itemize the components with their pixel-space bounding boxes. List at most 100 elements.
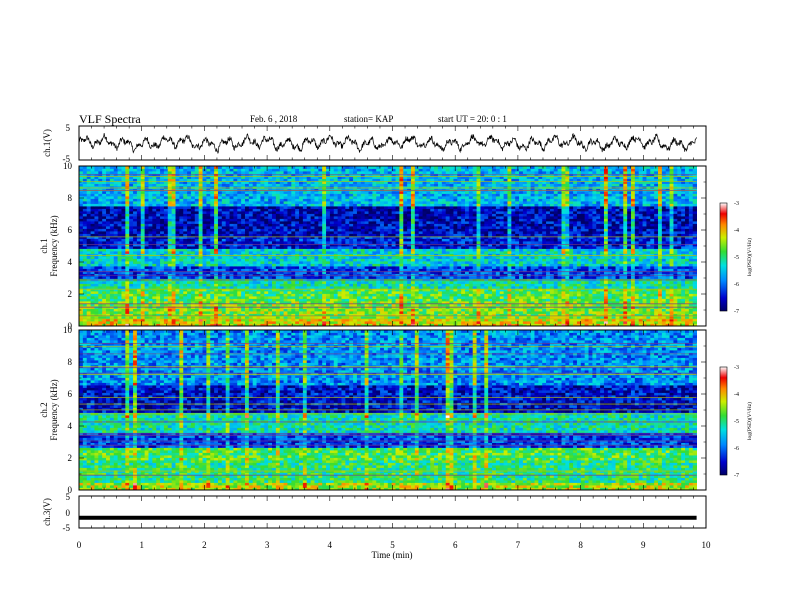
spectrogram-cell — [90, 263, 95, 267]
spectrogram-cell — [117, 286, 122, 289]
spectrogram-cell — [364, 288, 369, 292]
spectrogram-cell — [198, 283, 203, 287]
spectrogram-cell — [136, 296, 142, 299]
spectrogram-cell — [515, 313, 520, 317]
spectrogram-cell — [403, 323, 408, 327]
spectrogram-cell — [596, 298, 601, 302]
spectrogram-cell — [98, 293, 103, 297]
spectrogram-cell — [457, 253, 462, 257]
spectrogram-cell — [650, 276, 655, 279]
spectrogram-cell — [275, 311, 281, 314]
spectrogram-cell — [256, 313, 261, 317]
spectrogram-cell — [198, 291, 203, 294]
spectrogram-cell — [488, 316, 493, 319]
spectrogram-cell — [634, 311, 640, 314]
spectrogram-cell — [380, 248, 385, 252]
spectrogram-cell — [244, 266, 250, 269]
spectrogram-cell — [658, 288, 663, 292]
spectrogram-cell — [329, 316, 335, 319]
spectrogram-cell — [156, 321, 161, 324]
spectrogram-cell — [515, 268, 520, 272]
spectrogram-cell — [140, 263, 146, 267]
spectrogram-cell — [573, 296, 578, 299]
spectrogram-cell — [237, 323, 242, 327]
spectrogram-cell — [171, 276, 176, 279]
spectrogram-cell — [256, 256, 261, 259]
spectrogram-cell — [619, 268, 624, 272]
spectrogram-cell — [283, 288, 288, 292]
spectrogram-cell — [221, 296, 227, 299]
spectrogram-cell — [484, 253, 489, 257]
spectrogram-cell — [260, 266, 265, 269]
spectrogram-cell — [210, 271, 215, 274]
spectrogram-cell — [569, 256, 574, 259]
spectrogram-cell — [241, 253, 246, 257]
spectrogram-cell — [526, 253, 532, 257]
spectrogram-cell — [410, 283, 416, 287]
spectrogram-cell — [615, 288, 620, 292]
spectrogram-cell — [565, 263, 570, 267]
spectrogram-cell — [202, 248, 207, 252]
spectrogram-cell — [221, 258, 227, 262]
spectrogram-cell — [175, 256, 180, 259]
spectrogram-cell — [515, 308, 520, 312]
spectrogram-cell — [198, 323, 203, 327]
spectrogram-cell — [646, 271, 651, 274]
spectrogram-cell — [395, 251, 400, 254]
spectrogram-cell — [399, 296, 404, 299]
spectrogram-cell — [314, 281, 319, 284]
spectrogram-cell — [198, 258, 203, 262]
spectrogram-cell — [511, 283, 516, 287]
spectrogram-cell — [264, 268, 269, 272]
spectrogram-cell — [499, 293, 504, 297]
spectrogram-cell — [449, 301, 454, 304]
spectrogram-cell — [214, 298, 219, 302]
spectrogram-cell — [549, 298, 555, 302]
spectrogram-cell — [306, 261, 311, 264]
spectrogram-cell — [109, 253, 115, 257]
spectrogram-cell — [368, 276, 373, 279]
spectrogram-cell — [194, 303, 200, 307]
spectrogram-cell — [681, 281, 686, 284]
spectrogram-cell — [561, 303, 566, 307]
spectrogram-cell — [310, 293, 315, 297]
spectrogram-cell — [202, 296, 207, 299]
spectrogram-cell — [546, 323, 551, 327]
spectrogram-cell — [461, 323, 466, 327]
spectrogram-cell — [465, 271, 470, 274]
spectrogram-cell — [499, 268, 504, 272]
spectrogram-cell — [484, 271, 489, 274]
spectrogram-cell — [167, 321, 173, 324]
spectrogram-cell — [210, 301, 215, 304]
spectrogram-cell — [399, 323, 404, 327]
spectrogram-cell — [383, 263, 389, 267]
spectrogram-cell — [268, 283, 273, 287]
spectrogram-cell — [194, 266, 200, 269]
spectrogram-cell — [380, 276, 385, 279]
spectrogram-cell — [476, 316, 481, 319]
spectrogram-cell — [341, 296, 346, 299]
spectrogram-cell — [661, 261, 667, 264]
spectrogram-cell — [210, 276, 215, 279]
spectrogram-cell — [175, 251, 180, 254]
spectrogram-cell — [241, 268, 246, 272]
spectrogram-cell — [360, 301, 366, 304]
spectrogram-cell — [214, 248, 219, 252]
spectrogram-cell — [646, 263, 651, 267]
spectrogram-cell — [519, 286, 524, 289]
spectrogram-cell — [206, 248, 211, 252]
spectrogram-cell — [356, 258, 362, 262]
spectrogram-cell — [542, 266, 547, 269]
spectrogram-cell — [156, 288, 161, 292]
spectrogram-cell — [140, 318, 146, 322]
spectrogram-cell — [484, 288, 489, 292]
spectrogram-cell — [210, 288, 215, 292]
spectrogram-cell — [109, 316, 115, 319]
spectrogram-cell — [318, 256, 323, 259]
spectrogram-cell — [360, 316, 366, 319]
spectrogram-cell — [244, 291, 250, 294]
spectrogram-cell — [113, 276, 118, 279]
spectrogram-cell — [441, 281, 447, 284]
spectrogram-cell — [225, 301, 230, 304]
spectrogram-cell — [557, 298, 562, 302]
